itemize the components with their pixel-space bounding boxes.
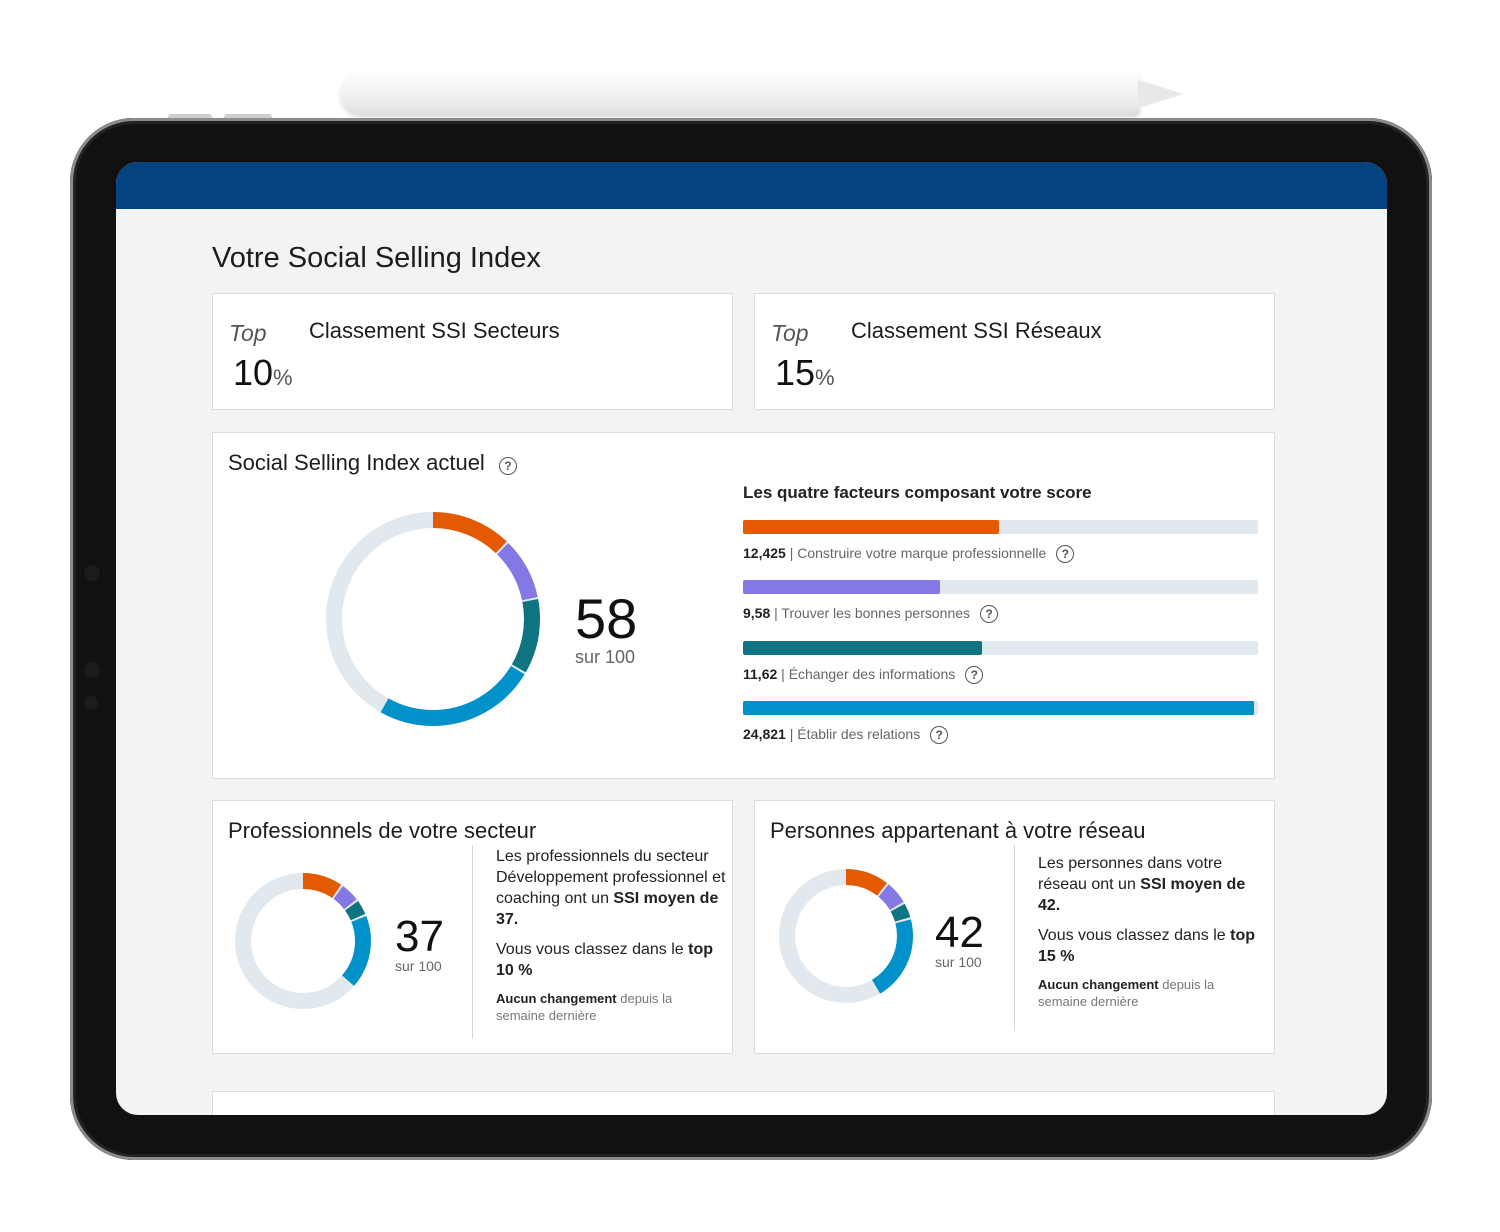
factor-label: 24,821 | Établir des relations?: [743, 725, 949, 744]
ssi-out-of: sur 100: [575, 647, 636, 667]
factor-value: 24,821: [743, 725, 786, 742]
factor-name: Établir des relations: [797, 725, 921, 742]
divider: [472, 845, 473, 1039]
network-donut-chart: [779, 869, 913, 1003]
camera-dot: [84, 662, 100, 678]
factor-name: Échanger des informations: [788, 665, 956, 682]
network-change: Aucun changement depuis la semaine derni…: [1038, 977, 1215, 1009]
rank-unit: %: [273, 365, 293, 390]
donut-segment-4: [326, 512, 540, 726]
factor-value: 11,62: [743, 665, 778, 682]
factor-bar-fill: [743, 520, 999, 534]
separator: |: [785, 545, 798, 561]
sector-text: Les professionnels du secteur Développem…: [496, 846, 728, 1024]
top-label: Top: [229, 320, 267, 346]
factor-value: 12,425: [743, 545, 786, 561]
factor-bar-track: [743, 640, 1258, 655]
factor-name: Construire votre marque professionnelle: [797, 545, 1047, 561]
sector-description: Les professionnels du secteur Développem…: [496, 848, 726, 928]
donut-segment-4: [235, 873, 371, 1009]
rank-value: 10%: [233, 352, 293, 402]
network-score: 42: [935, 908, 984, 957]
question-circle-icon[interactable]: ?: [498, 457, 517, 475]
network-rank: Vous vous classez dans le top 15 %: [1038, 927, 1255, 965]
rank-number: 10: [233, 352, 274, 393]
volume-button: [168, 114, 212, 120]
factor-bar-fill: [743, 580, 941, 595]
network-card: Personnes appartenant à votre réseau 42 …: [754, 800, 1275, 1054]
camera-dot: [84, 696, 98, 710]
donut-segment-4: [779, 869, 913, 1003]
sector-rank: Vous vous classez dans le top 10 %: [496, 941, 713, 979]
rank-unit: %: [815, 365, 835, 390]
sector-out-of: sur 100: [395, 958, 442, 974]
factor-label: 12,425 | Construire votre marque profess…: [743, 545, 1075, 563]
question-circle-icon[interactable]: ?: [1056, 545, 1075, 563]
network-title: Personnes appartenant à votre réseau: [770, 818, 1146, 843]
rank-card-network: Top 15% Classement SSI Réseaux: [754, 293, 1275, 410]
rank-title: Classement SSI Réseaux: [851, 318, 1102, 343]
sector-title: Professionnels de votre secteur: [228, 818, 537, 843]
donut-segment-1: [326, 512, 540, 726]
volume-button: [224, 114, 272, 120]
network-description: Les personnes dans votre réseau ont un S…: [1038, 855, 1246, 914]
sector-score-block: 37 sur 100: [395, 912, 444, 975]
factor-label: 11,62 | Échanger des informations?: [743, 665, 984, 684]
ssi-score: 58: [575, 587, 638, 650]
rank-number: 15: [775, 352, 816, 393]
network-text: Les personnes dans votre réseau ont un S…: [1038, 853, 1270, 1010]
screen: Votre Social Selling Index Top 10% Class…: [116, 162, 1387, 1115]
rank-card-sector: Top 10% Classement SSI Secteurs: [212, 293, 733, 410]
current-ssi-card: Social Selling Index actuel ? 58 sur 100…: [212, 432, 1275, 779]
factor-bar-fill: [743, 640, 983, 655]
donut-segment-3: [326, 512, 540, 726]
factors-title: Les quatre facteurs composant votre scor…: [743, 483, 1092, 502]
donut-segment-1: [779, 869, 913, 1003]
current-ssi-title: Social Selling Index actuel ?: [228, 450, 517, 476]
factor-name: Trouver les bonnes personnes: [781, 605, 971, 622]
rank-title: Classement SSI Secteurs: [309, 318, 560, 343]
separator: |: [770, 605, 782, 622]
page-title: Votre Social Selling Index: [212, 242, 541, 274]
current-ssi-title-text: Social Selling Index actuel: [228, 450, 485, 475]
factor-value: 9,58: [743, 605, 771, 622]
separator: |: [777, 665, 789, 682]
sector-donut-chart: [235, 873, 371, 1009]
network-score-block: 42 sur 100: [935, 908, 984, 971]
sector-change: Aucun changement depuis la semaine derni…: [496, 991, 673, 1023]
sector-score: 37: [395, 912, 444, 961]
camera-dot: [84, 565, 100, 581]
question-circle-icon[interactable]: ?: [965, 665, 984, 684]
factor-bar-track: [743, 580, 1258, 595]
apple-pencil: [340, 72, 1140, 116]
top-navigation-bar: [116, 162, 1387, 209]
top-label: Top: [771, 320, 809, 346]
sector-card: Professionnels de votre secteur 37 sur 1…: [212, 800, 733, 1054]
factor-bar-track: [743, 520, 1258, 534]
question-circle-icon[interactable]: ?: [980, 605, 999, 624]
network-out-of: sur 100: [935, 954, 982, 970]
divider: [1014, 845, 1015, 1031]
separator: |: [785, 725, 798, 742]
next-card: [212, 1091, 1275, 1115]
factor-label: 9,58 | Trouver les bonnes personnes?: [743, 605, 999, 624]
ssi-score-block: 58 sur 100: [575, 587, 638, 668]
question-circle-icon[interactable]: ?: [930, 725, 949, 744]
factor-bar-fill: [743, 700, 1255, 715]
rank-value: 15%: [775, 352, 835, 402]
factor-bar-track: [743, 700, 1258, 715]
ssi-donut-chart: [326, 512, 540, 726]
donut-segment-1: [235, 873, 371, 1009]
pencil-tip: [1138, 80, 1184, 108]
